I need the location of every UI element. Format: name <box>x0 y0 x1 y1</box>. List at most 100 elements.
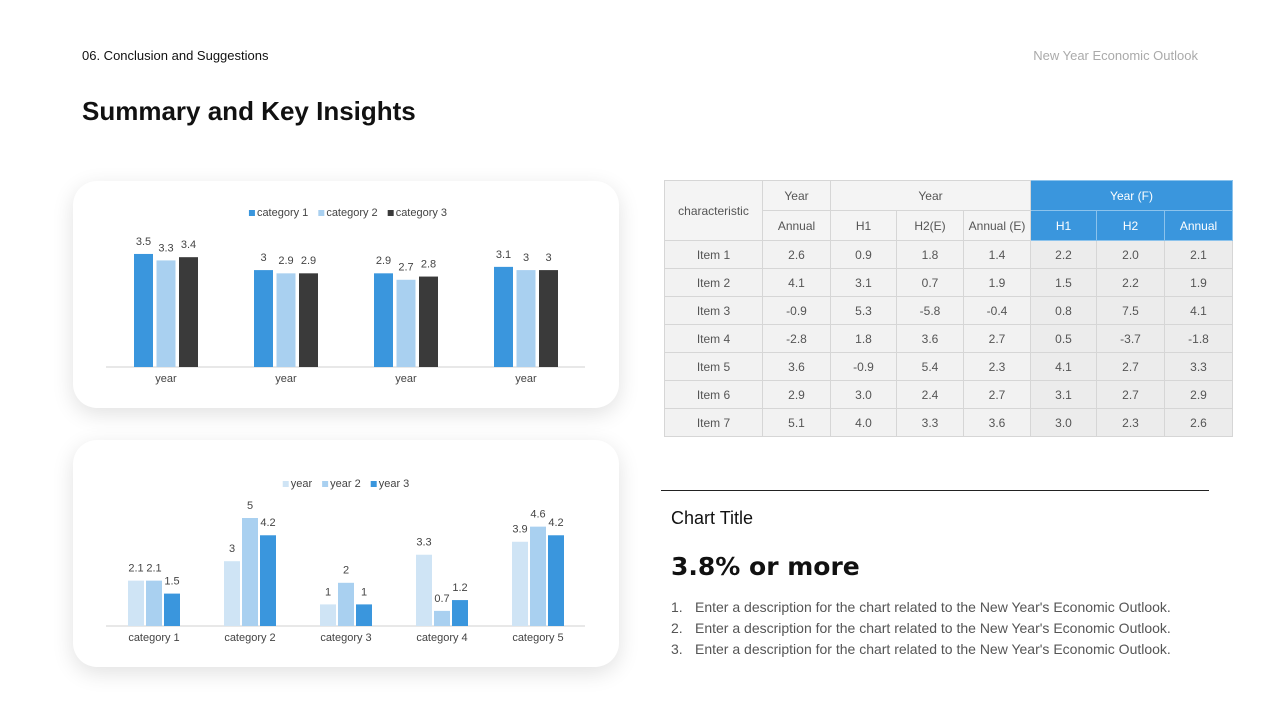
table-cell: -0.4 <box>963 296 1031 325</box>
bar <box>434 610 450 626</box>
legend-swatch <box>370 481 377 487</box>
data-label: 5 <box>247 500 253 512</box>
table-cell: -5.8 <box>896 296 964 325</box>
legend-label: year 2 <box>330 478 361 490</box>
table-cell: 4.0 <box>830 408 897 437</box>
data-label: 2.9 <box>301 255 316 267</box>
bar <box>416 554 432 626</box>
legend-swatch <box>387 210 394 216</box>
list-number: 3. <box>671 641 683 657</box>
table-cell: 2.7 <box>1096 352 1165 381</box>
table-cell: 5.3 <box>830 296 897 325</box>
bar <box>530 526 546 626</box>
table-cell: 3.1 <box>1030 380 1097 409</box>
table-cell: 4.1 <box>1164 296 1233 325</box>
list-text: Enter a description for the chart relate… <box>695 599 1171 615</box>
legend-swatch <box>282 481 289 487</box>
brand: New Year Economic Outlook <box>1033 48 1198 63</box>
table-cell: Item 5 <box>664 352 763 381</box>
note-title: Chart Title <box>671 508 754 528</box>
data-label: 3.4 <box>181 239 196 251</box>
table-cell: 0.7 <box>896 268 964 297</box>
data-label: 3.5 <box>136 236 151 248</box>
bar <box>338 582 354 626</box>
header-cell: Year (F) <box>1030 180 1233 211</box>
header-cell: H1 <box>1030 210 1097 241</box>
header-row: Annual H1 H2(E) Annual (E) H1 H2 Annual <box>665 210 1233 241</box>
legend-swatch <box>248 210 255 216</box>
bar <box>146 580 162 626</box>
bar <box>260 535 276 626</box>
bar <box>419 276 438 367</box>
table-cell: 2.9 <box>762 380 831 409</box>
header-cell: Year <box>762 180 831 211</box>
header-cell: Year <box>830 180 1031 211</box>
table-cell: -1.8 <box>1164 324 1233 353</box>
table-cell: 2.4 <box>896 380 964 409</box>
table-cell: -0.9 <box>830 352 897 381</box>
data-label: 2.1 <box>128 563 143 575</box>
header-cell: H2(E) <box>896 210 964 241</box>
table-cell: 1.8 <box>896 240 964 269</box>
legend-swatch <box>322 481 329 487</box>
table-cell: -3.7 <box>1096 324 1165 353</box>
header-cell: Annual <box>1164 210 1233 241</box>
table-row: Item 2 4.1 3.1 0.7 1.9 1.5 2.2 1.9 <box>664 268 1233 297</box>
bar <box>134 253 153 367</box>
x-tick-label: year <box>155 373 177 385</box>
data-label: 1.5 <box>164 576 179 588</box>
bar <box>128 580 144 626</box>
table-cell: 1.8 <box>830 324 897 353</box>
x-tick-label: category 4 <box>416 632 467 644</box>
bar <box>512 541 528 626</box>
bar <box>164 593 180 626</box>
data-label: 2.1 <box>146 563 161 575</box>
bar <box>320 604 336 626</box>
table-row: Item 1 2.6 0.9 1.8 1.4 2.2 2.0 2.1 <box>664 240 1233 269</box>
bar <box>452 600 468 626</box>
table-cell: 4.1 <box>1030 352 1097 381</box>
table-cell: 3.3 <box>1164 352 1233 381</box>
data-label: 2.7 <box>398 262 413 274</box>
table-row: Item 5 3.6 -0.9 5.4 2.3 4.1 2.7 3.3 <box>664 352 1233 381</box>
table-row: Item 6 2.9 3.0 2.4 2.7 3.1 2.7 2.9 <box>664 380 1233 409</box>
table-cell: 3.6 <box>963 408 1031 437</box>
x-tick-label: category 2 <box>224 632 275 644</box>
chart-card: category 1 2.1 2.1 1.5 category 2 3 5 4.2 catego… <box>73 440 619 667</box>
table-cell: 7.5 <box>1096 296 1165 325</box>
data-label: 1 <box>325 586 331 598</box>
table-cell: 1.9 <box>1164 268 1233 297</box>
list-number: 2. <box>671 620 683 636</box>
bar <box>356 604 372 626</box>
legend-label: category 1 <box>257 207 308 219</box>
bar <box>516 270 536 367</box>
table-cell: 3.0 <box>1030 408 1097 437</box>
list-text: Enter a description for the chart relate… <box>695 641 1171 657</box>
bar <box>276 273 296 367</box>
data-label: 4.6 <box>530 509 545 521</box>
table-cell: 2.1 <box>1164 240 1233 269</box>
section-label: 06. Conclusion and Suggestions <box>82 48 269 63</box>
table-cell: 2.7 <box>963 324 1031 353</box>
table-cell: 2.3 <box>1096 408 1165 437</box>
data-label: 3.9 <box>512 524 527 536</box>
bar <box>156 260 176 367</box>
x-tick-label: category 1 <box>128 632 179 644</box>
legend-label: category 2 <box>326 207 377 219</box>
bar <box>494 266 513 367</box>
table-cell: Item 7 <box>664 408 763 437</box>
header-cell: H1 <box>830 210 897 241</box>
data-label: 0.7 <box>434 593 449 605</box>
table-cell: -0.9 <box>762 296 831 325</box>
table-row: Item 4 -2.8 1.8 3.6 2.7 0.5 -3.7 -1.8 <box>664 324 1233 353</box>
data-label: 2 <box>343 565 349 577</box>
table-cell: 1.5 <box>1030 268 1097 297</box>
x-tick-label: year <box>275 373 297 385</box>
table-cell: 2.6 <box>1164 408 1233 437</box>
bar <box>299 273 318 367</box>
legend-label: year <box>291 478 313 490</box>
data-label: 3 <box>260 252 266 264</box>
chart: year 3.5 3.3 3.4 year 3 2.9 2.9 year 2.9 2.7 2.8 yea… <box>106 207 585 385</box>
list-number: 1. <box>671 599 683 615</box>
